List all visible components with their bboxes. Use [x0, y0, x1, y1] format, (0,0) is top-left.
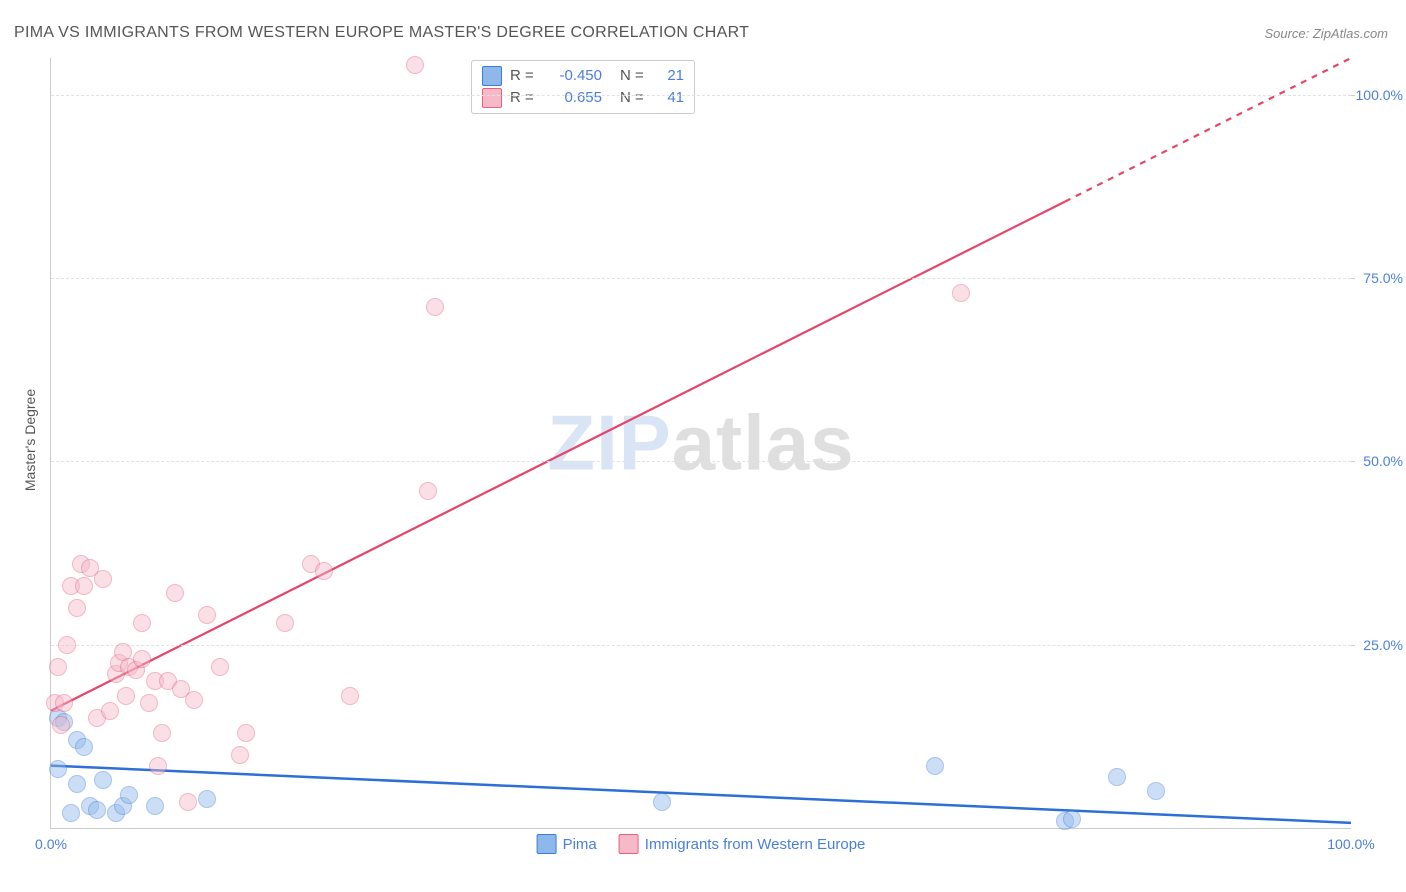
scatter-point	[211, 658, 229, 676]
r-value: 0.655	[546, 87, 602, 109]
trend-lines	[51, 58, 1351, 828]
scatter-point	[58, 636, 76, 654]
scatter-point	[149, 757, 167, 775]
legend-item: Immigrants from Western Europe	[619, 834, 866, 854]
ytick-label: 25.0%	[1363, 637, 1403, 653]
scatter-point	[179, 793, 197, 811]
scatter-point	[75, 738, 93, 756]
scatter-point	[341, 687, 359, 705]
scatter-point	[1147, 782, 1165, 800]
scatter-point	[426, 298, 444, 316]
legend-item: Pima	[537, 834, 597, 854]
scatter-point	[68, 599, 86, 617]
scatter-point	[120, 786, 138, 804]
legend-row: R = 0.655 N = 41	[482, 87, 684, 109]
legend-swatch	[537, 834, 557, 854]
scatter-point	[276, 614, 294, 632]
ytick-mark	[1351, 461, 1355, 462]
n-label: N =	[620, 65, 648, 87]
scatter-point	[1063, 810, 1081, 828]
legend-swatch	[482, 88, 502, 108]
scatter-point	[49, 658, 67, 676]
legend-swatch	[482, 66, 502, 86]
xtick-label: 100.0%	[1327, 836, 1374, 852]
scatter-point	[146, 797, 164, 815]
scatter-point	[52, 716, 70, 734]
scatter-point	[653, 793, 671, 811]
scatter-point	[315, 562, 333, 580]
scatter-point	[166, 584, 184, 602]
scatter-point	[101, 702, 119, 720]
chart-title: PIMA VS IMMIGRANTS FROM WESTERN EUROPE M…	[14, 24, 749, 42]
scatter-point	[1108, 768, 1126, 786]
ytick-label: 50.0%	[1363, 453, 1403, 469]
r-label: R =	[510, 65, 538, 87]
scatter-point	[117, 687, 135, 705]
n-value: 41	[656, 87, 684, 109]
scatter-point	[55, 694, 73, 712]
scatter-point	[237, 724, 255, 742]
r-value: -0.450	[546, 65, 602, 87]
legend-label: Pima	[563, 836, 597, 853]
gridline	[51, 461, 1351, 462]
scatter-point	[952, 284, 970, 302]
legend-label: Immigrants from Western Europe	[645, 836, 866, 853]
y-axis-label: Master's Degree	[22, 389, 38, 491]
scatter-point	[419, 482, 437, 500]
xtick-label: 0.0%	[35, 836, 67, 852]
scatter-point	[231, 746, 249, 764]
gridline	[51, 645, 1351, 646]
scatter-point	[94, 570, 112, 588]
ytick-mark	[1351, 645, 1355, 646]
scatter-point	[62, 804, 80, 822]
watermark: ZIPatlas	[547, 398, 854, 489]
ytick-mark	[1351, 95, 1355, 96]
scatter-plot: ZIPatlas R =-0.450N =21R =0.655N =41 Pim…	[50, 58, 1351, 829]
legend-swatch	[619, 834, 639, 854]
correlation-legend: R = -0.450 N = 21 R = 0.655 N = 41	[471, 60, 695, 114]
scatter-point	[185, 691, 203, 709]
scatter-point	[926, 757, 944, 775]
scatter-point	[198, 606, 216, 624]
legend-row: R = -0.450 N = 21	[482, 65, 684, 87]
scatter-point	[88, 801, 106, 819]
watermark-part1: ZIP	[547, 399, 671, 487]
series-legend: Pima Immigrants from Western Europe	[537, 834, 866, 854]
scatter-point	[140, 694, 158, 712]
scatter-point	[75, 577, 93, 595]
scatter-point	[406, 56, 424, 74]
n-label: N =	[620, 87, 648, 109]
ytick-label: 100.0%	[1356, 87, 1403, 103]
scatter-point	[94, 771, 112, 789]
scatter-point	[68, 775, 86, 793]
scatter-point	[133, 650, 151, 668]
ytick-label: 75.0%	[1363, 270, 1403, 286]
scatter-point	[198, 790, 216, 808]
r-label: R =	[510, 87, 538, 109]
source-attribution: Source: ZipAtlas.com	[1264, 26, 1388, 41]
scatter-point	[153, 724, 171, 742]
ytick-mark	[1351, 278, 1355, 279]
n-value: 21	[656, 65, 684, 87]
scatter-point	[133, 614, 151, 632]
scatter-point	[49, 760, 67, 778]
gridline	[51, 278, 1351, 279]
watermark-part2: atlas	[672, 399, 855, 487]
gridline	[51, 95, 1351, 96]
